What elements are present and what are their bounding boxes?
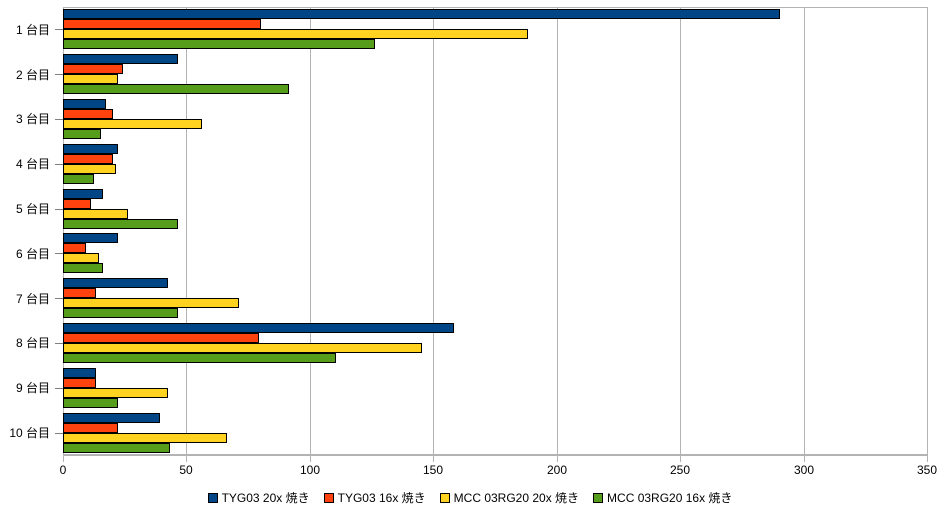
gridline bbox=[927, 7, 928, 462]
category-label: 2 台目 bbox=[15, 67, 50, 82]
bar-series3-cat9 bbox=[63, 387, 168, 398]
legend-label: TYG03 20x 焼き bbox=[221, 491, 310, 505]
plot-area bbox=[63, 7, 928, 462]
bar-series4-cat8 bbox=[63, 353, 336, 363]
bar-series2-cat5 bbox=[63, 198, 91, 209]
bar-series1-cat5 bbox=[63, 188, 103, 199]
bar-series4-cat4 bbox=[63, 173, 94, 184]
category-label: 4 台目 bbox=[15, 157, 50, 172]
gridline bbox=[186, 7, 187, 462]
category-label: 6 台目 bbox=[15, 246, 50, 261]
legend: TYG03 20x 焼き TYG03 16x 焼き MCC 03RG20 20x 焼… bbox=[0, 489, 940, 506]
legend-item: TYG03 20x 焼き bbox=[207, 489, 310, 506]
bar-series3-cat8 bbox=[63, 343, 422, 353]
gridline bbox=[680, 7, 681, 462]
x-tick-label: 150 bbox=[422, 463, 444, 477]
x-tick-label: 0 bbox=[59, 463, 67, 477]
category-tick bbox=[55, 343, 63, 344]
category-tick bbox=[55, 253, 63, 254]
bar-series2-cat3 bbox=[63, 109, 113, 119]
plot-border-top bbox=[63, 7, 928, 8]
bar-series1-cat10 bbox=[63, 412, 160, 423]
x-tick-label: 250 bbox=[669, 463, 691, 477]
category-label: 10 台目 bbox=[9, 426, 50, 441]
category-label: 1 台目 bbox=[15, 22, 50, 37]
bar-series4-cat3 bbox=[63, 129, 101, 139]
bar-series4-cat2 bbox=[63, 84, 289, 95]
bar-series4-cat5 bbox=[63, 218, 178, 229]
x-tick-label: 100 bbox=[299, 463, 321, 477]
bar-series2-cat8 bbox=[63, 333, 259, 343]
legend-item: MCC 03RG20 16x 焼き bbox=[593, 489, 732, 506]
gridline bbox=[310, 7, 311, 462]
x-tick-label: 350 bbox=[916, 463, 938, 477]
legend-label: TYG03 16x 焼き bbox=[337, 491, 426, 505]
bar-series3-cat4 bbox=[63, 163, 116, 174]
gridline bbox=[804, 7, 805, 462]
legend-swatch-icon bbox=[323, 492, 334, 503]
gridline bbox=[557, 7, 558, 462]
legend-item: MCC 03RG20 20x 焼き bbox=[439, 489, 580, 506]
bar-series3-cat3 bbox=[63, 119, 202, 129]
bar-series2-cat10 bbox=[63, 422, 118, 433]
legend-label: MCC 03RG20 20x 焼き bbox=[453, 491, 580, 505]
bar-series3-cat10 bbox=[63, 432, 227, 443]
category-label: 7 台目 bbox=[15, 291, 50, 306]
category-label: 8 台目 bbox=[15, 336, 50, 351]
gridline bbox=[433, 7, 434, 462]
bar-series2-cat4 bbox=[63, 153, 113, 164]
category-tick bbox=[55, 119, 63, 120]
legend-label: MCC 03RG20 16x 焼き bbox=[607, 491, 733, 505]
legend-swatch-icon bbox=[439, 492, 450, 503]
category-label: 9 台目 bbox=[15, 381, 50, 396]
bar-series2-cat9 bbox=[63, 377, 96, 388]
bar-series2-cat1 bbox=[63, 19, 261, 30]
legend-item: TYG03 16x 焼き bbox=[323, 489, 426, 506]
category-tick bbox=[55, 164, 63, 165]
bar-series1-cat2 bbox=[63, 54, 178, 65]
category-tick bbox=[55, 74, 63, 75]
bar-series3-cat1 bbox=[63, 29, 528, 40]
bar-series4-cat1 bbox=[63, 39, 375, 50]
category-label: 5 台目 bbox=[15, 202, 50, 217]
x-axis-line bbox=[63, 454, 928, 456]
bar-series2-cat2 bbox=[63, 64, 123, 75]
bar-series1-cat7 bbox=[63, 278, 168, 289]
bar-series3-cat5 bbox=[63, 208, 128, 219]
bar-series4-cat7 bbox=[63, 308, 178, 319]
bar-series3-cat2 bbox=[63, 74, 118, 85]
category-label: 3 台目 bbox=[15, 112, 50, 127]
bar-series1-cat8 bbox=[63, 323, 454, 333]
x-tick-label: 200 bbox=[546, 463, 568, 477]
category-tick bbox=[55, 298, 63, 299]
category-tick bbox=[55, 388, 63, 389]
bar-series1-cat6 bbox=[63, 233, 118, 244]
bar-series1-cat4 bbox=[63, 143, 118, 154]
category-tick bbox=[55, 29, 63, 30]
category-tick bbox=[55, 433, 63, 434]
legend-swatch-icon bbox=[593, 492, 604, 503]
legend-swatch-icon bbox=[207, 492, 218, 503]
bar-series1-cat3 bbox=[63, 99, 106, 109]
bar-series1-cat9 bbox=[63, 367, 96, 378]
bar-series4-cat10 bbox=[63, 442, 170, 453]
bar-series2-cat6 bbox=[63, 243, 86, 254]
x-tick-label: 50 bbox=[179, 463, 193, 477]
bar-series4-cat9 bbox=[63, 397, 118, 408]
x-tick-label: 300 bbox=[793, 463, 815, 477]
bar-series1-cat1 bbox=[63, 9, 780, 20]
bar-series3-cat7 bbox=[63, 298, 239, 309]
bar-series3-cat6 bbox=[63, 253, 99, 264]
category-tick bbox=[55, 209, 63, 210]
bar-series4-cat6 bbox=[63, 263, 103, 274]
bar-series2-cat7 bbox=[63, 288, 96, 299]
